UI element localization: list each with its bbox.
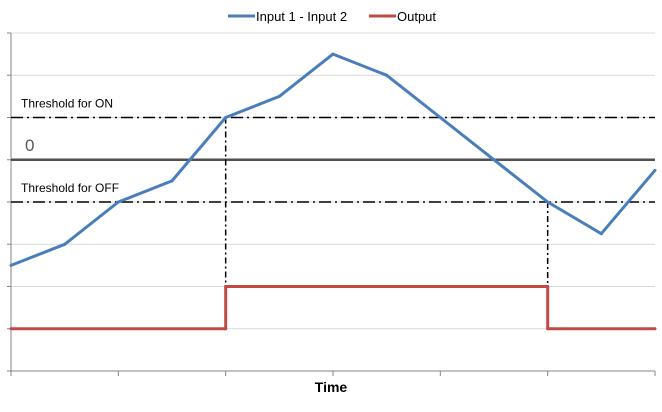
data-point-input-diff xyxy=(385,73,389,77)
data-point-input-diff xyxy=(331,52,335,56)
y-ticks xyxy=(7,32,11,372)
data-point-output xyxy=(546,327,550,331)
data-point-output xyxy=(9,327,13,331)
legend-label-output: Output xyxy=(397,9,436,24)
crossing-markers xyxy=(224,117,549,329)
data-point-input-diff xyxy=(438,116,442,119)
data-point-output xyxy=(224,327,228,331)
legend: Input 1 - Input 2 Output xyxy=(228,9,436,24)
data-point-output xyxy=(653,327,657,331)
data-point-input-diff xyxy=(224,116,228,119)
x-ticks xyxy=(10,371,656,376)
series-layer xyxy=(9,52,657,331)
data-point-input-diff xyxy=(653,168,657,172)
legend-label-input-diff: Input 1 - Input 2 xyxy=(256,9,347,24)
data-point-input-diff xyxy=(546,200,550,204)
data-point-output xyxy=(546,285,550,288)
data-point-input-diff xyxy=(492,158,496,162)
reference-lines: 0 Threshold for ON Threshold for OFF xyxy=(11,97,655,203)
x-axis-label: Time xyxy=(315,379,348,395)
data-point-input-diff xyxy=(277,94,281,98)
axes xyxy=(7,32,656,376)
data-point-output xyxy=(224,285,228,288)
threshold-label: Threshold for ON xyxy=(21,97,113,111)
data-point-input-diff xyxy=(9,263,13,267)
threshold-label: Threshold for OFF xyxy=(21,181,119,195)
data-point-input-diff xyxy=(170,179,174,183)
data-point-input-diff xyxy=(116,200,120,204)
series-line-output xyxy=(11,285,655,331)
data-point-input-diff xyxy=(599,232,603,236)
data-point-input-diff xyxy=(63,242,67,246)
zero-line-label: 0 xyxy=(25,136,34,155)
